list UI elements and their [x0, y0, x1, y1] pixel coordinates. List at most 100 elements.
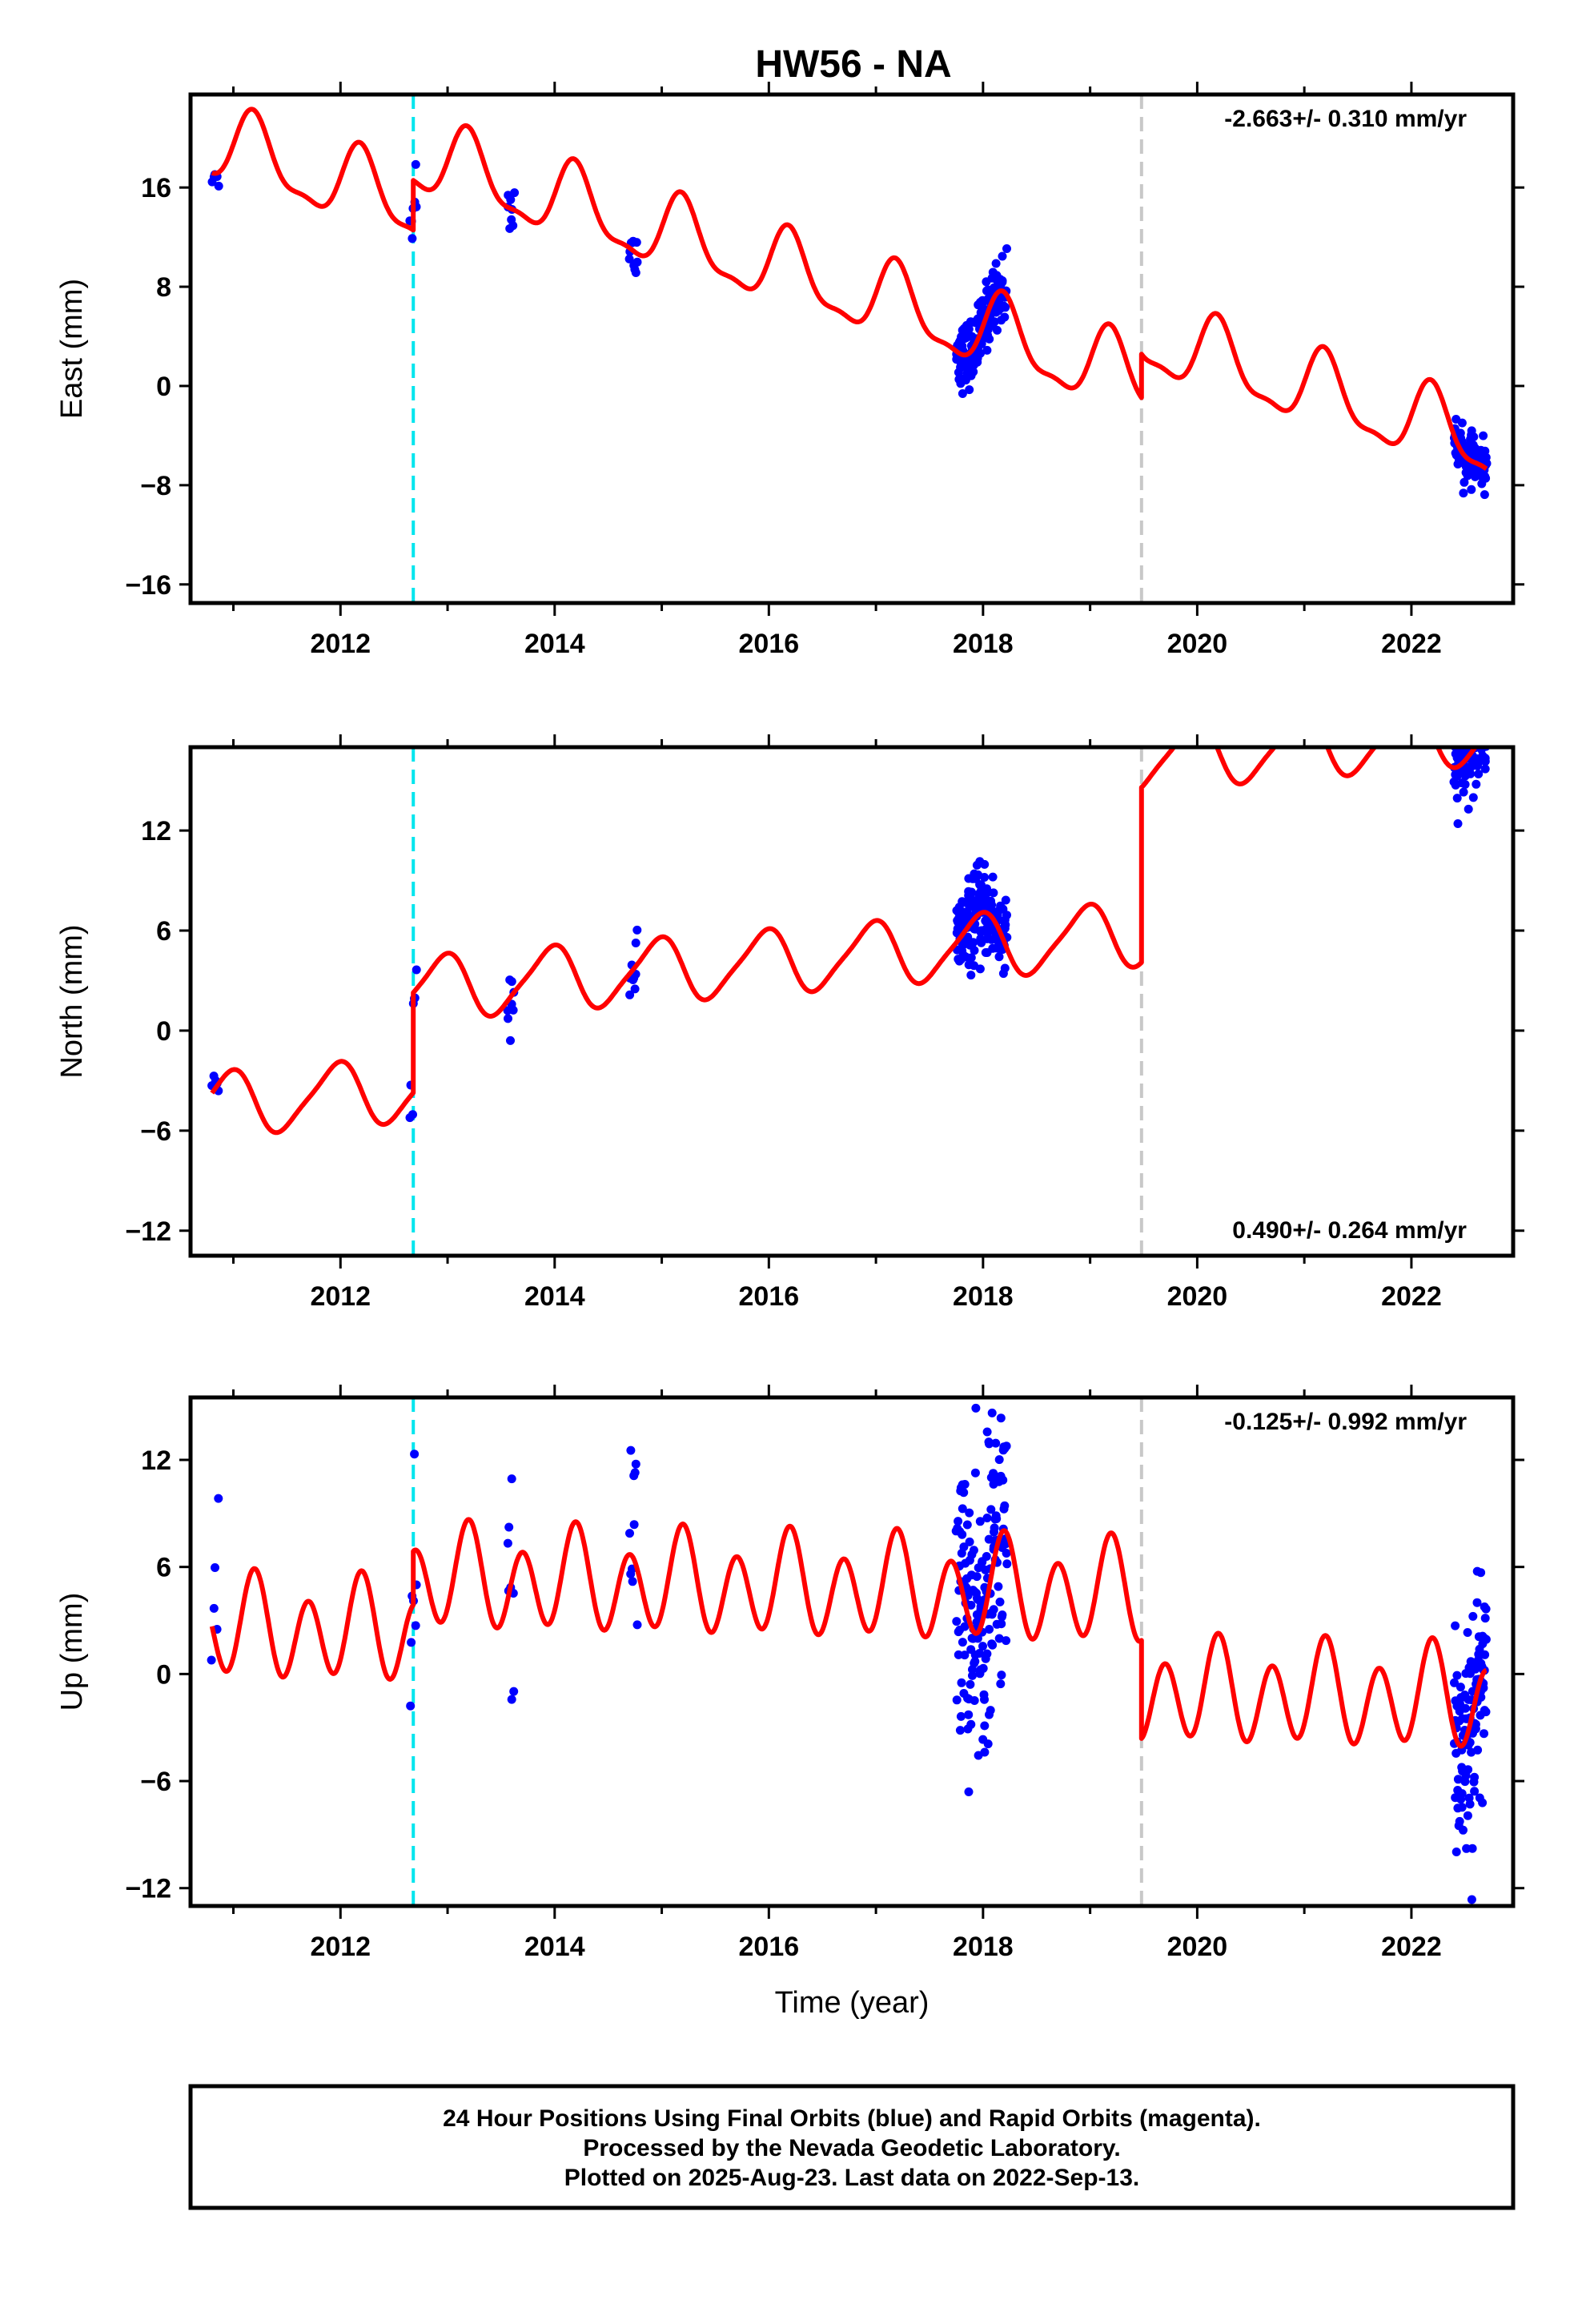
data-point — [1480, 490, 1489, 500]
y-tick-label: 0 — [156, 1016, 171, 1047]
y-tick-label: 6 — [156, 916, 171, 947]
data-point — [965, 385, 974, 395]
data-point — [980, 1747, 990, 1757]
x-tick-label: 2022 — [1381, 1932, 1442, 1962]
data-point — [412, 965, 421, 975]
data-point — [982, 1552, 991, 1561]
data-point — [985, 1439, 994, 1449]
x-tick-label: 2022 — [1381, 629, 1442, 659]
data-point — [631, 939, 640, 947]
x-tick-label: 2018 — [953, 1932, 1014, 1962]
y-tick-label: −16 — [125, 570, 171, 601]
x-tick-label: 2014 — [524, 1281, 585, 1312]
data-point — [1469, 719, 1478, 728]
data-points-north — [207, 697, 1491, 1123]
rate-annotation-up: -0.125+/- 0.992 mm/yr — [1224, 1409, 1467, 1435]
data-point — [968, 1671, 977, 1680]
data-point — [1455, 1816, 1464, 1826]
data-point — [982, 1514, 992, 1522]
data-point — [1456, 1683, 1465, 1692]
data-point — [508, 1005, 518, 1015]
data-point — [1480, 717, 1488, 726]
data-point — [966, 1719, 976, 1729]
data-point — [1452, 794, 1462, 803]
data-point — [1457, 1789, 1467, 1799]
data-point — [970, 1468, 980, 1478]
data-point — [1453, 819, 1463, 828]
chart-title: HW56 - NA — [755, 43, 951, 86]
x-tick-label: 2012 — [310, 1932, 371, 1962]
y-tick-label: −8 — [140, 471, 171, 501]
data-point — [1472, 779, 1481, 789]
x-tick-label: 2014 — [524, 629, 585, 659]
data-point — [992, 1514, 1002, 1523]
data-point — [1470, 1787, 1480, 1796]
data-point — [986, 1706, 995, 1715]
data-point — [1472, 1598, 1482, 1607]
data-point — [966, 971, 976, 980]
data-point — [1476, 735, 1485, 744]
data-point — [1466, 769, 1476, 778]
data-point — [503, 1538, 512, 1548]
data-point — [966, 1600, 976, 1610]
data-point — [989, 1605, 998, 1614]
footer-box — [188, 2084, 1516, 2210]
data-point — [952, 1695, 962, 1705]
data-point — [626, 1445, 636, 1455]
data-point — [1001, 895, 1010, 905]
data-point — [997, 1671, 1006, 1680]
data-point — [986, 1505, 996, 1514]
data-point — [972, 1572, 982, 1582]
data-point — [1474, 770, 1484, 778]
data-point — [1464, 736, 1473, 745]
footer-line-2: Processed by the Nevada Geodetic Laborat… — [583, 2135, 1120, 2161]
data-point — [1460, 477, 1469, 487]
y-tick-label: 16 — [141, 173, 171, 203]
data-point — [988, 872, 998, 882]
data-point — [209, 1603, 219, 1613]
data-point — [1476, 1568, 1486, 1578]
data-point — [1481, 1707, 1491, 1717]
data-point — [1471, 715, 1480, 724]
data-point — [980, 859, 990, 869]
data-point — [976, 348, 985, 358]
data-point — [975, 1517, 985, 1526]
y-tick-label: −12 — [125, 1216, 171, 1247]
data-point — [1467, 1895, 1476, 1904]
y-axis-label-east: East (mm) — [55, 279, 89, 419]
data-point — [965, 1537, 974, 1546]
x-tick-label: 2018 — [953, 629, 1014, 659]
data-point — [1470, 697, 1479, 706]
data-point — [1473, 1745, 1483, 1755]
data-point — [1460, 780, 1470, 789]
panel-up: −12 −6 0 6 12 2012 2014 2016 2018 2020 2022 Up (mm)… — [55, 1385, 1524, 1962]
data-point — [1480, 1650, 1490, 1659]
data-point — [960, 1480, 970, 1489]
data-point — [1481, 1604, 1491, 1614]
data-point — [1482, 730, 1491, 739]
x-tick-label: 2020 — [1167, 629, 1228, 659]
data-point — [1480, 757, 1490, 766]
data-point — [1456, 735, 1464, 744]
panel-frame-east — [188, 92, 1516, 605]
data-point — [991, 259, 1001, 268]
data-point — [1481, 473, 1491, 483]
data-point — [959, 1488, 969, 1498]
data-point — [1459, 1825, 1468, 1835]
y-axis-label-up: Up (mm) — [55, 1593, 89, 1711]
data-point — [411, 159, 420, 169]
data-point — [958, 1638, 967, 1647]
data-point — [996, 1679, 1006, 1689]
x-tick-label: 2022 — [1381, 1281, 1442, 1312]
data-point — [1451, 1621, 1460, 1630]
plot-area-up — [207, 1397, 1491, 1906]
data-point — [1467, 485, 1476, 494]
panel-frame-up — [188, 1395, 1516, 1908]
data-point — [1470, 722, 1479, 730]
data-point — [990, 317, 999, 327]
data-point — [998, 276, 1007, 285]
data-point — [507, 977, 516, 987]
data-point — [625, 1529, 634, 1538]
data-point — [632, 257, 642, 267]
data-point — [1452, 1671, 1462, 1680]
